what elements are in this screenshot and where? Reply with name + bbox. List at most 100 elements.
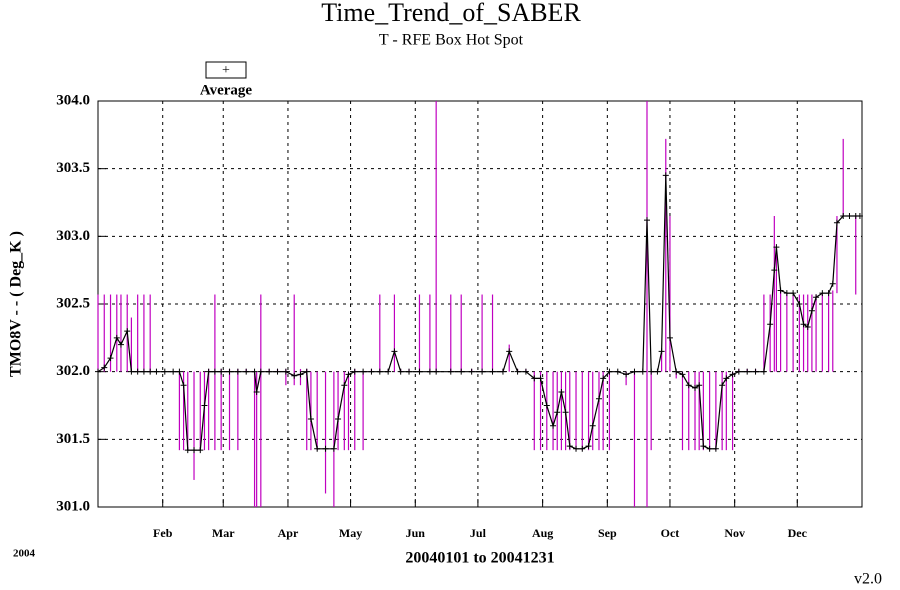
average-marker — [777, 287, 784, 294]
average-marker — [673, 368, 680, 375]
average-marker — [712, 445, 719, 452]
average-marker — [783, 290, 790, 297]
x-tick-label: Apr — [278, 526, 299, 540]
average-marker — [808, 307, 815, 314]
legend-label: Average — [200, 82, 253, 98]
average-marker — [307, 416, 314, 423]
average-marker — [825, 290, 832, 297]
version: v2.0 — [854, 571, 882, 588]
average-marker — [543, 402, 550, 409]
y-tick-label: 301.5 — [56, 431, 90, 447]
x-tick-label: May — [339, 526, 362, 540]
chart-subtitle: T - RFE Box Hot Spot — [379, 32, 524, 49]
average-marker — [257, 368, 264, 375]
legend-marker: + — [222, 63, 230, 78]
average-marker — [351, 368, 358, 375]
x-tick-label: Jun — [406, 526, 426, 540]
average-marker — [322, 445, 329, 452]
average-marker — [479, 368, 486, 375]
average-marker — [846, 213, 853, 220]
x-tick-label: Aug — [532, 526, 553, 540]
average-marker — [433, 368, 440, 375]
average-marker — [345, 371, 352, 378]
average-marker — [226, 368, 233, 375]
average-marker — [124, 328, 131, 335]
average-marker — [234, 368, 241, 375]
average-marker — [790, 290, 797, 297]
average-marker — [558, 388, 565, 395]
average-marker — [654, 368, 661, 375]
x-tick-label: Jul — [470, 526, 487, 540]
average-marker — [218, 368, 225, 375]
average-marker — [600, 375, 607, 382]
average-marker — [134, 368, 141, 375]
average-marker — [180, 382, 187, 389]
average-marker — [585, 443, 592, 450]
average-marker — [314, 445, 321, 452]
average-marker — [623, 371, 630, 378]
y-tick-label: 302.5 — [56, 295, 90, 311]
average-marker — [706, 445, 713, 452]
average-marker — [211, 368, 218, 375]
average-marker — [658, 348, 665, 355]
average-marker — [606, 368, 613, 375]
average-marker — [176, 368, 183, 375]
average-marker — [729, 371, 736, 378]
average-marker — [752, 368, 759, 375]
average-marker — [458, 368, 465, 375]
average-marker — [685, 382, 692, 389]
average-marker — [639, 368, 646, 375]
average-marker — [662, 172, 669, 179]
x-tick-label: Oct — [661, 526, 680, 540]
average-marker — [522, 368, 529, 375]
y-tick-label: 301.0 — [56, 498, 90, 514]
average-marker — [679, 371, 686, 378]
average-marker — [735, 368, 742, 375]
average-marker — [251, 368, 258, 375]
x-tick-label: Feb — [153, 526, 173, 540]
y-tick-label: 303.0 — [56, 228, 90, 244]
average-marker — [101, 364, 108, 371]
average-marker — [773, 244, 780, 251]
average-marker — [723, 375, 730, 382]
average-marker — [468, 368, 475, 375]
average-marker — [800, 321, 807, 328]
y-tick-label: 303.5 — [56, 160, 90, 176]
average-marker — [406, 368, 413, 375]
average-marker — [368, 368, 375, 375]
average-marker — [692, 384, 699, 391]
average-marker — [813, 294, 820, 301]
average-marker — [330, 445, 337, 452]
average-marker — [205, 368, 212, 375]
average-marker — [579, 445, 586, 452]
average-marker — [128, 368, 135, 375]
average-marker — [589, 422, 596, 429]
average-marker — [253, 388, 260, 395]
average-marker — [416, 368, 423, 375]
average-marker — [700, 443, 707, 450]
x-tick-label: Sep — [598, 526, 617, 540]
average-marker — [153, 368, 160, 375]
average-marker — [648, 368, 655, 375]
average-marker — [514, 368, 521, 375]
average-marker — [170, 368, 177, 375]
average-marker — [447, 368, 454, 375]
average-marker — [829, 280, 836, 287]
y-tick-label: 304.0 — [56, 92, 90, 108]
average-marker — [274, 368, 281, 375]
average-marker — [643, 217, 650, 224]
average-marker — [840, 213, 847, 220]
average-marker — [796, 301, 803, 307]
average-marker — [107, 355, 114, 362]
y-axis-label: TMO8V - - ( Deg_K ) — [8, 231, 25, 377]
average-marker — [506, 348, 513, 355]
average-marker — [631, 368, 638, 375]
average-marker — [573, 445, 580, 452]
average-marker — [266, 368, 273, 375]
average-marker — [595, 395, 602, 402]
average-marker — [303, 368, 310, 375]
x-tick-label: Dec — [788, 526, 808, 540]
average-marker — [147, 368, 154, 375]
x-tick-label: Mar — [212, 526, 235, 540]
